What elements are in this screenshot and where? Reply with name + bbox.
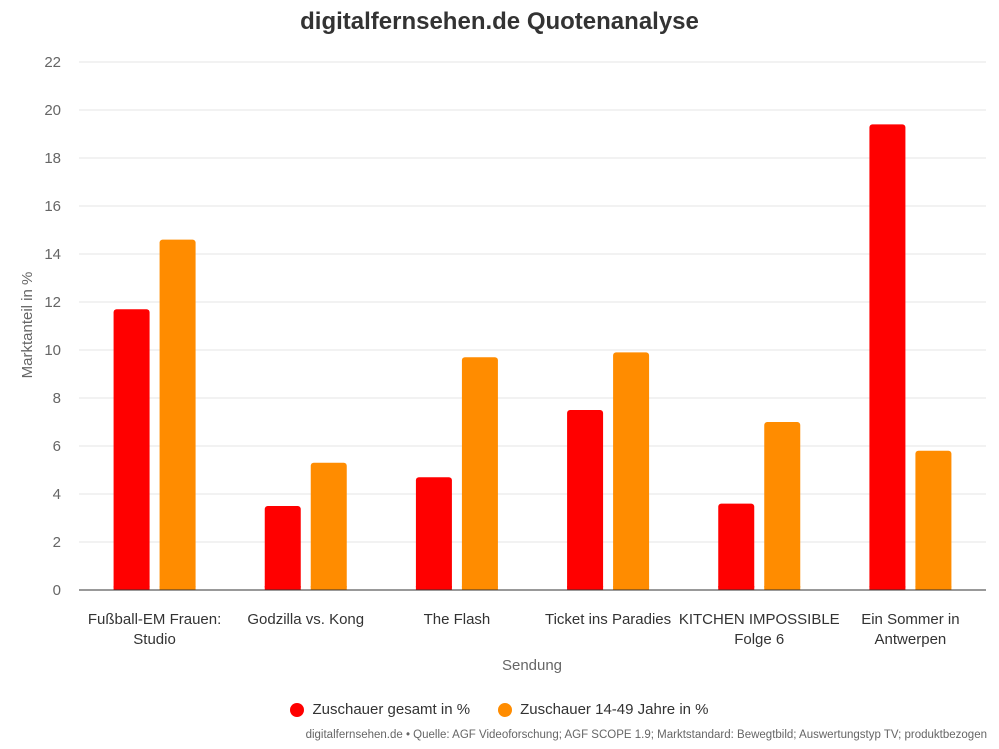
legend-label-gesamt: Zuschauer gesamt in %: [312, 701, 471, 718]
x-tick-label: Godzilla vs. Kong: [247, 611, 364, 628]
y-tick-label: 0: [53, 582, 61, 599]
x-tick-label: Antwerpen: [875, 631, 947, 648]
bar-14-49[interactable]: [613, 352, 650, 590]
bar-gesamt[interactable]: [113, 309, 150, 590]
gridlines: [79, 61, 986, 543]
legend-label-14-49: Zuschauer 14-49 Jahre in %: [520, 701, 709, 718]
y-tick-label: 22: [44, 54, 61, 71]
bar-gesamt[interactable]: [869, 124, 906, 591]
bar-base: [718, 586, 755, 590]
y-tick-label: 2: [53, 534, 61, 551]
bar-base: [915, 586, 952, 590]
x-tick-label: Ticket ins Paradies: [545, 611, 671, 628]
bar-14-49[interactable]: [461, 357, 498, 590]
bar-gesamt[interactable]: [264, 506, 301, 590]
bar-base: [113, 586, 150, 590]
bar-14-49[interactable]: [159, 239, 196, 590]
legend-item-gesamt[interactable]: Zuschauer gesamt in %: [290, 701, 470, 718]
bar-gesamt[interactable]: [415, 477, 452, 590]
x-tick-label: Studio: [133, 631, 176, 648]
bar-base: [264, 586, 301, 590]
y-tick-label: 14: [44, 246, 61, 263]
bar-14-49[interactable]: [915, 450, 952, 590]
bar-base: [613, 586, 650, 590]
x-tick-label: Ein Sommer in: [861, 611, 959, 628]
x-tick-label: KITCHEN IMPOSSIBLE: [679, 611, 840, 628]
y-tick-label: 4: [53, 486, 61, 503]
x-axis-title: Sendung: [502, 657, 562, 674]
bar-gesamt[interactable]: [567, 410, 604, 590]
bars: [113, 124, 952, 591]
legend-item-14-49[interactable]: Zuschauer 14-49 Jahre in %: [498, 701, 709, 718]
x-tick-label: The Flash: [424, 611, 491, 628]
bar-base: [764, 586, 801, 590]
bar-base: [869, 586, 906, 590]
y-tick-label: 16: [44, 198, 61, 215]
x-tick-label: Fußball-EM Frauen:: [88, 611, 221, 628]
credits[interactable]: digitalfernsehen.de • Quelle: AGF Videof…: [305, 729, 987, 741]
y-tick-label: 18: [44, 150, 61, 167]
bar-14-49[interactable]: [764, 422, 801, 590]
bar-gesamt[interactable]: [718, 503, 755, 590]
y-axis-title: Marktanteil in %: [19, 272, 36, 379]
y-tick-label: 8: [53, 390, 61, 407]
bar-base: [310, 586, 347, 590]
legend-swatch-14-49: [498, 702, 513, 717]
bar-base: [159, 586, 196, 590]
bar-base: [567, 586, 604, 590]
bar-14-49[interactable]: [310, 462, 347, 590]
legend: Zuschauer gesamt in % Zuschauer 14-49 Ja…: [0, 701, 999, 718]
y-tick-label: 6: [53, 438, 61, 455]
bar-base: [415, 586, 452, 590]
bar-base: [461, 586, 498, 590]
y-tick-label: 10: [44, 342, 61, 359]
chart-title: digitalfernsehen.de Quotenanalyse: [300, 8, 699, 35]
y-tick-label: 20: [44, 102, 61, 119]
axes: 0 2 4 6 8 10 12 14 16 18 20 22 Fußball-EM Frauen: Stu…: [44, 54, 986, 648]
legend-swatch-gesamt: [290, 702, 305, 717]
x-tick-label: Folge 6: [734, 631, 784, 648]
y-tick-label: 12: [44, 294, 61, 311]
